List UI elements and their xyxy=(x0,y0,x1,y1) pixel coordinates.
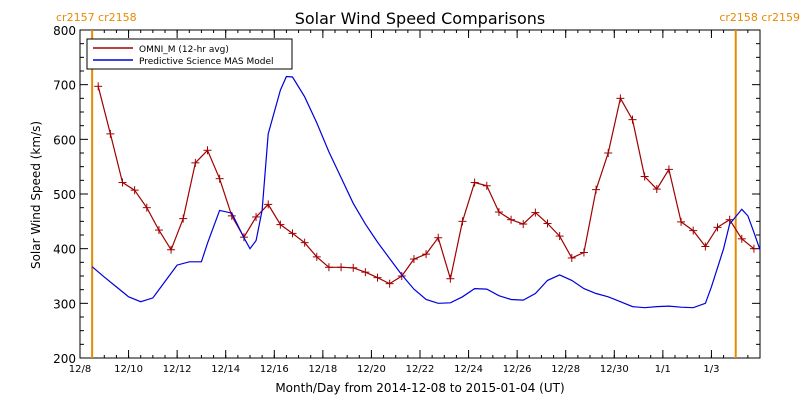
data-point-marker xyxy=(677,217,686,226)
data-point-marker xyxy=(191,158,200,167)
data-point-marker xyxy=(397,272,406,280)
data-point-marker xyxy=(409,255,418,264)
data-point-marker xyxy=(349,263,358,272)
data-point-marker xyxy=(167,245,176,254)
data-point-marker xyxy=(494,208,503,217)
data-point-marker xyxy=(628,115,637,124)
data-point-marker xyxy=(106,129,115,138)
data-point-marker xyxy=(725,215,734,224)
series-layer: cr2157 cr2158 cr2158 cr2159 xyxy=(56,11,800,358)
data-point-marker xyxy=(361,268,370,277)
y-tick-label: 200 xyxy=(53,352,76,366)
data-point-marker xyxy=(543,219,552,228)
data-point-marker xyxy=(579,248,588,257)
x-tick-label: 12/22 xyxy=(406,364,435,375)
x-axis-label: Month/Day from 2014-12-08 to 2015-01-04 … xyxy=(275,381,564,395)
y-tick-label: 300 xyxy=(53,297,76,311)
data-point-marker xyxy=(434,233,443,242)
data-point-marker xyxy=(470,178,479,187)
data-point-marker xyxy=(531,208,540,217)
data-point-marker xyxy=(337,263,346,272)
data-point-marker xyxy=(118,178,127,187)
legend-label: OMNI_M (12-hr avg) xyxy=(139,45,229,55)
y-tick-label: 800 xyxy=(53,24,76,38)
x-tick-label: 12/16 xyxy=(260,364,289,375)
data-point-marker xyxy=(555,232,564,241)
data-point-marker xyxy=(737,234,746,243)
data-point-marker xyxy=(713,223,722,232)
data-point-marker xyxy=(154,226,163,235)
legend-box xyxy=(86,38,293,70)
axes-layer: 200 300 400 500 600 700 800 12/8 12/10 12/12 12/14… xyxy=(53,24,761,375)
data-point-marker xyxy=(604,149,613,157)
data-point-marker xyxy=(300,238,309,247)
data-point-marker xyxy=(422,250,431,259)
x-tick-label: 12/18 xyxy=(308,364,337,375)
data-point-marker xyxy=(616,94,625,103)
x-tick-label: 12/24 xyxy=(454,364,483,375)
data-point-marker xyxy=(264,200,273,209)
data-point-marker xyxy=(312,252,321,261)
chart-title: Solar Wind Speed Comparisons xyxy=(295,9,546,28)
data-point-marker xyxy=(94,82,103,91)
x-tick-label: 12/10 xyxy=(114,364,143,375)
data-point-marker xyxy=(179,214,188,223)
x-tick-label: 12/12 xyxy=(163,364,192,375)
data-point-marker xyxy=(252,212,261,221)
data-point-marker xyxy=(276,220,285,229)
legend-label: Predictive Science MAS Model xyxy=(139,57,274,67)
data-point-marker xyxy=(324,263,333,272)
y-tick-label: 500 xyxy=(53,188,76,202)
y-axis-label: Solar Wind Speed (km/s) xyxy=(29,121,43,269)
x-tick-label: 12/30 xyxy=(600,364,629,375)
y-tick-label: 600 xyxy=(53,133,76,147)
data-point-marker xyxy=(215,174,224,183)
data-point-marker xyxy=(507,215,516,224)
data-point-marker xyxy=(203,146,212,155)
data-point-marker xyxy=(373,273,382,282)
data-point-marker xyxy=(385,279,394,288)
data-point-marker xyxy=(567,253,576,262)
x-tick-label: 1/3 xyxy=(703,364,719,375)
data-point-marker xyxy=(130,186,139,195)
data-point-marker xyxy=(458,217,467,226)
data-point-marker xyxy=(142,203,151,212)
carrington-label: cr2158 cr2159 xyxy=(719,11,800,24)
legend: OMNI_M (12-hr avg) Predictive Science MAS… xyxy=(86,38,293,70)
x-tick-label: 12/28 xyxy=(551,364,580,375)
x-tick-label: 12/8 xyxy=(69,364,91,375)
series-line xyxy=(91,75,761,309)
y-tick-label: 700 xyxy=(53,79,76,93)
x-tick-label: 1/1 xyxy=(655,364,671,375)
data-point-marker xyxy=(640,172,649,181)
data-point-marker xyxy=(446,274,455,283)
data-point-marker xyxy=(592,185,601,194)
data-point-marker xyxy=(288,229,297,238)
data-point-marker xyxy=(652,185,661,194)
data-point-marker xyxy=(664,165,673,174)
data-point-marker xyxy=(689,226,698,235)
x-tick-label: 12/26 xyxy=(503,364,532,375)
data-point-marker xyxy=(749,244,758,253)
data-point-marker xyxy=(701,242,710,251)
x-tick-label: 12/20 xyxy=(357,364,386,375)
y-tick-label: 400 xyxy=(53,243,76,257)
carrington-label: cr2157 cr2158 xyxy=(56,11,137,24)
data-point-marker xyxy=(519,220,528,229)
data-point-marker xyxy=(482,181,491,190)
x-tick-label: 12/14 xyxy=(211,364,240,375)
